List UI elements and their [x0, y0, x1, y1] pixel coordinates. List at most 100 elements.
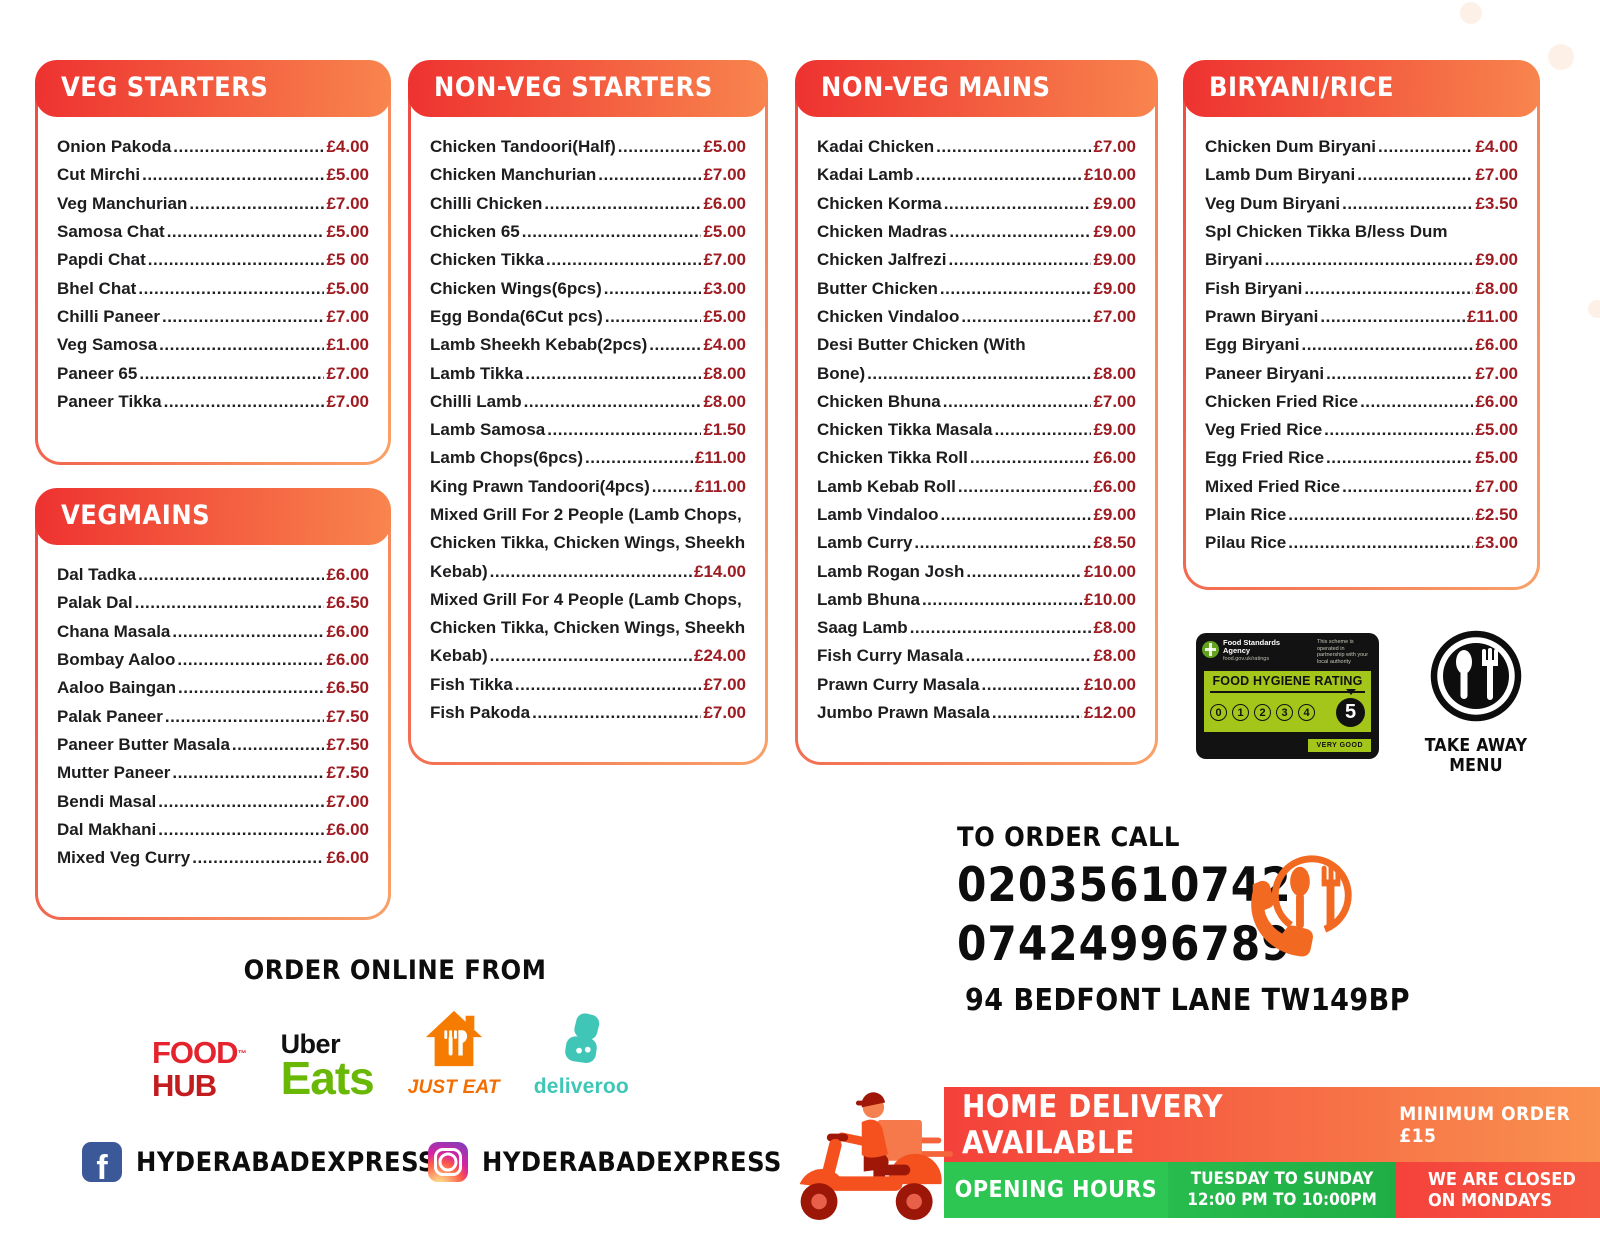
phone-number-1[interactable]: 02035610742 [957, 858, 1292, 913]
dot-leader [1301, 335, 1473, 355]
menu-item: Chicken Tikka £7.00 [430, 246, 746, 274]
menu-item-price: £14.00 [694, 561, 746, 581]
dot-leader [178, 678, 324, 698]
menu-item-price: £10.00 [1084, 561, 1136, 581]
instagram-handle-row[interactable]: HYDERABADEXPRESS [428, 1142, 782, 1182]
menu-item: Butter Chicken £9.00 [817, 274, 1136, 302]
menu-item-name: Kadai Chicken [817, 137, 935, 157]
menu-item: Egg Bonda(6Cut pcs) £5.00 [430, 303, 746, 331]
menu-item-price: £6.00 [1093, 448, 1136, 468]
menu-item-name: Jumbo Prawn Masala [817, 703, 990, 723]
menu-item: Chilli Lamb £8.00 [430, 388, 746, 416]
menu-item: Dal Tadka £6.00 [57, 561, 369, 589]
dot-leader [544, 194, 701, 214]
dot-leader [165, 707, 325, 727]
menu-item-price: £7.50 [326, 706, 369, 726]
home-delivery-title: HOME DELIVERY AVAILABLE [962, 1088, 1224, 1161]
menu-item-price: £6.00 [1093, 476, 1136, 496]
dot-leader [177, 650, 324, 670]
menu-item-list: Kadai Chicken £7.00 Kadai Lamb £10.00 Chicke… [798, 117, 1155, 727]
deliveroo-wordmark: deliveroo [533, 1075, 629, 1098]
menu-item: Chicken Vindaloo £7.00 [817, 303, 1136, 331]
foodhub-logo[interactable]: FOOD™ HUB [152, 1037, 247, 1101]
fsa-note: This scheme is operated in partnership w… [1317, 639, 1369, 665]
dot-leader [546, 250, 701, 270]
instagram-handle: HYDERABADEXPRESS [482, 1146, 782, 1178]
menu-item-price: £7.50 [326, 734, 369, 754]
section-title: VEGMAINS [61, 500, 211, 531]
dot-leader [940, 279, 1092, 299]
menu-item-price: £3.00 [703, 278, 746, 298]
menu-item-name: Fish Curry Masala [817, 646, 964, 666]
opening-hours-label: OPENING HOURS [944, 1162, 1168, 1218]
menu-item-price: £8.00 [1093, 618, 1136, 638]
menu-item-name: Samosa Chat [57, 222, 165, 242]
menu-item-name: Chicken Dum Biryani [1205, 137, 1376, 157]
fsa-scale-digit: 2 [1254, 704, 1271, 721]
menu-item-name: Plain Rice [1205, 505, 1287, 524]
menu-item: Palak Paneer £7.50 [57, 702, 369, 730]
menu-item-price: £6.00 [1475, 335, 1518, 355]
dot-leader [922, 590, 1082, 610]
menu-item: Mixed Veg Curry £6.00 [57, 844, 369, 872]
deliveroo-logo[interactable]: deliveroo [534, 1012, 629, 1099]
menu-item-price: £6.00 [1475, 391, 1518, 411]
fsa-agency-text: Food Standards Agency [1223, 638, 1281, 655]
opening-hours-banner: OPENING HOURS TUESDAY TO SUNDAY 12:00 PM… [944, 1162, 1600, 1218]
menu-item: Veg Manchurian £7.00 [57, 190, 369, 218]
menu-item-name: Fish Biryani [1205, 278, 1303, 298]
menu-item-name: Cut Mirchi [57, 165, 141, 185]
menu-item-price: £5.00 [326, 278, 369, 298]
menu-item-price: £4.00 [326, 137, 369, 157]
uber-eats-logo[interactable]: Uber Eats [280, 1031, 375, 1104]
cutlery-circle-icon [1430, 630, 1522, 722]
facebook-handle-row[interactable]: f HYDERABADEXPRESS [82, 1142, 436, 1182]
dot-leader [142, 165, 324, 185]
dot-leader [524, 392, 702, 412]
menu-item-name: Papdi Chat [57, 250, 146, 270]
section-title: BIRYANI/RICE [1209, 72, 1394, 103]
section-header: VEGMAINS [35, 488, 391, 545]
dot-leader [522, 222, 702, 242]
trademark-symbol: ™ [237, 1048, 247, 1059]
food-hygiene-rating-badge: Food Standards Agency food.gov.uk/rating… [1196, 633, 1379, 759]
menu-item: Fish Curry Masala £8.00 [817, 642, 1136, 670]
menu-item: Lamb Samosa £1.50 [430, 416, 746, 444]
menu-item-price: £5.00 [703, 137, 746, 157]
menu-item-name: Chicken Vindaloo [817, 306, 960, 326]
menu-item-name: Chicken Madras [817, 222, 948, 242]
decorative-blob [1588, 300, 1600, 318]
menu-item: Aaloo Baingan £6.50 [57, 674, 369, 702]
dot-leader [943, 392, 1092, 412]
menu-item-name: Dal Tadka [57, 565, 137, 585]
eats-word: Eats [280, 1052, 375, 1104]
menu-item-name: Paneer Butter Masala [57, 734, 230, 754]
restaurant-address: 94 BEDFONT LANE TW149BP [965, 983, 1411, 1018]
menu-item-line: Chicken Tikka, Chicken Wings, Sheekh [430, 533, 746, 553]
menu-item-price: £11.00 [694, 448, 746, 468]
menu-item: Lamb Dum Biryani £7.00 [1205, 161, 1518, 189]
dot-leader [1324, 420, 1473, 440]
menu-item: Lamb Tikka £8.00 [430, 359, 746, 387]
phone-number-2[interactable]: 07424996789 [957, 917, 1292, 972]
menu-item-name: Chicken Tikka Masala [817, 420, 993, 440]
menu-item-name: Egg Bonda(6Cut pcs) [430, 306, 603, 326]
menu-item-price: £9.00 [1093, 278, 1136, 298]
menu-item: Fish Pakoda £7.00 [430, 699, 746, 727]
menu-item-line: Desi Butter Chicken (With [817, 335, 1026, 355]
menu-item: Bendi Masal £7.00 [57, 787, 369, 815]
just-eat-logo[interactable]: JUST EAT [408, 1008, 500, 1099]
section-header: BIRYANI/RICE [1183, 60, 1540, 117]
menu-item-name: Kadai Lamb [817, 165, 914, 185]
menu-item-name: Paneer 65 [57, 363, 138, 383]
menu-item-price: £11.00 [1466, 306, 1518, 326]
dot-leader [138, 279, 324, 299]
dot-leader [936, 137, 1091, 157]
fsa-verdict: VERY GOOD [1308, 739, 1371, 752]
menu-item-name: Veg Fried Rice [1205, 420, 1323, 440]
just-eat-house-icon [425, 1010, 482, 1067]
dot-leader [159, 335, 324, 355]
menu-item-price: £9.00 [1093, 222, 1136, 242]
menu-item-price: £7.00 [326, 193, 369, 213]
